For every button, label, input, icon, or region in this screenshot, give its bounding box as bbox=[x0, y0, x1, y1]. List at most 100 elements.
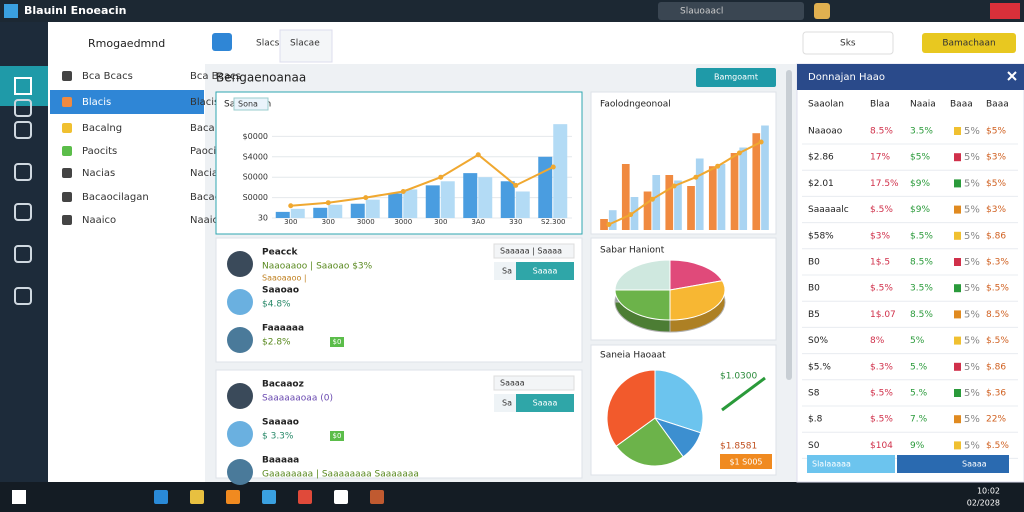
bar bbox=[708, 166, 717, 230]
nav-icon bbox=[62, 146, 72, 156]
table-cell: 8.5% bbox=[986, 310, 1009, 320]
list-button-label[interactable]: Saaaa bbox=[533, 267, 558, 276]
list-button-primary[interactable] bbox=[516, 394, 574, 412]
list-button-label[interactable]: Saaaa bbox=[533, 399, 558, 408]
nav-chevron: Bca Bcacs bbox=[190, 71, 241, 82]
card bbox=[215, 237, 583, 363]
sidebar-icon[interactable] bbox=[14, 77, 32, 95]
x-tick-label: 3000 bbox=[394, 218, 412, 226]
close-icon[interactable] bbox=[1007, 71, 1017, 81]
table-cell: $.36 bbox=[986, 389, 1006, 399]
pie-label: $1.0300 bbox=[720, 372, 757, 382]
bar bbox=[350, 203, 365, 218]
taskbar-icon[interactable] bbox=[370, 490, 384, 504]
column-header: Blaa bbox=[870, 100, 890, 110]
nav-chevron: Naaico bbox=[190, 215, 224, 226]
list-button-label[interactable]: Sa bbox=[502, 399, 512, 408]
table-cell: $.5% bbox=[910, 231, 933, 241]
search-text[interactable]: Slauoaacl bbox=[680, 7, 723, 17]
row-line: Gaaaaaaaa | Saaaaaaaa Saaaaaaa bbox=[262, 470, 419, 480]
line-point bbox=[693, 174, 699, 180]
sidebar-icon[interactable] bbox=[14, 99, 32, 117]
table-cell: Saaaaalc bbox=[808, 205, 849, 215]
status-square bbox=[954, 153, 961, 162]
row-tag-label: $0 bbox=[333, 338, 342, 346]
pie-button[interactable] bbox=[720, 454, 772, 469]
tab-label[interactable]: Slacae bbox=[290, 39, 320, 49]
action-button-label[interactable]: Bamachaan bbox=[942, 39, 995, 49]
tab[interactable] bbox=[279, 29, 333, 63]
line-point bbox=[325, 200, 331, 206]
table-button-label[interactable]: Slalaaaaa bbox=[812, 460, 851, 469]
nav-item[interactable]: Paocits bbox=[82, 146, 117, 157]
table-cell: 5% bbox=[964, 336, 980, 347]
taskbar-icon[interactable] bbox=[226, 490, 240, 504]
tab-label[interactable]: Slacs bbox=[256, 39, 280, 49]
primary-button-label[interactable]: Bamgoamt bbox=[714, 73, 758, 82]
list-button-label[interactable]: Sa bbox=[502, 267, 512, 276]
start-button[interactable] bbox=[12, 490, 26, 504]
taskbar-icon[interactable] bbox=[334, 490, 348, 504]
nav-item[interactable]: Blacis bbox=[82, 97, 111, 108]
bar bbox=[695, 158, 704, 230]
x-tick-label: 3000 bbox=[357, 218, 375, 226]
table-cell: 8.5% bbox=[910, 258, 933, 268]
nav-item[interactable]: Naaico bbox=[82, 215, 116, 226]
sidebar-icon[interactable] bbox=[14, 203, 32, 221]
primary-button[interactable] bbox=[696, 68, 776, 87]
row-name: Peacck bbox=[262, 248, 298, 258]
sidebar-icon[interactable] bbox=[14, 245, 32, 263]
close-button[interactable] bbox=[990, 3, 1020, 19]
chart-title: Saneia Haoaat bbox=[600, 351, 666, 361]
row-line: Saaaaaaoaa (0) bbox=[262, 394, 333, 404]
nav-chevron: Blacis bbox=[190, 97, 219, 108]
line-point bbox=[513, 182, 519, 188]
avatar[interactable] bbox=[814, 3, 830, 19]
menu-button[interactable] bbox=[212, 33, 232, 51]
table-cell: Naaoao bbox=[808, 127, 843, 137]
nav-item[interactable]: Bacalng bbox=[82, 123, 122, 134]
bar bbox=[608, 210, 617, 230]
taskbar-icon[interactable] bbox=[154, 490, 168, 504]
nav-item[interactable]: Bca Bcacs bbox=[82, 71, 133, 82]
taskbar-icon[interactable] bbox=[262, 490, 276, 504]
nav-active[interactable] bbox=[50, 90, 204, 114]
line-point bbox=[671, 183, 677, 189]
pie-slice bbox=[669, 280, 726, 321]
bar bbox=[290, 208, 305, 218]
chart-title: Faolodngeonoal bbox=[600, 100, 671, 110]
table-cell: $.5% bbox=[870, 205, 893, 215]
table-cell: $58% bbox=[808, 231, 834, 241]
nav-chevron: Paocits bbox=[190, 146, 225, 157]
pie-button-label[interactable]: $1 S005 bbox=[729, 458, 762, 467]
app-title: Blauinl Enoeacin bbox=[24, 4, 127, 17]
y-tick-label: 30 bbox=[258, 214, 268, 223]
sidebar-icon[interactable] bbox=[14, 287, 32, 305]
scrollbar bbox=[786, 70, 792, 380]
table-button-label[interactable]: Saaaa bbox=[962, 460, 987, 469]
nav-item[interactable]: Nacias bbox=[82, 168, 115, 179]
table-button[interactable] bbox=[897, 455, 1009, 473]
table-cell: 5% bbox=[964, 257, 980, 268]
search-box[interactable] bbox=[658, 2, 804, 20]
chart-title: Sabar Haniont bbox=[600, 246, 665, 256]
table-cell: 3.5% bbox=[910, 127, 933, 137]
sidebar-icon[interactable] bbox=[14, 163, 32, 181]
nav-icon bbox=[62, 168, 72, 178]
row-tag bbox=[330, 337, 344, 347]
nav-item[interactable]: Bacaocilagan bbox=[82, 192, 149, 203]
bar bbox=[600, 219, 608, 230]
sidebar-icon[interactable] bbox=[14, 121, 32, 139]
list-button-primary[interactable] bbox=[516, 262, 574, 280]
table-cell: 5% bbox=[964, 152, 980, 163]
line-point bbox=[715, 163, 721, 169]
taskbar-icon[interactable] bbox=[298, 490, 312, 504]
table-cell: $.5% bbox=[986, 441, 1009, 451]
taskbar-icon[interactable] bbox=[190, 490, 204, 504]
table-cell: 5% bbox=[910, 336, 925, 346]
action-button[interactable] bbox=[922, 33, 1016, 53]
x-tick-label: 300 bbox=[434, 218, 447, 226]
row-line: $4.8% bbox=[262, 300, 291, 310]
table-button[interactable] bbox=[807, 455, 895, 473]
pie-label: $1.8581 bbox=[720, 442, 757, 452]
